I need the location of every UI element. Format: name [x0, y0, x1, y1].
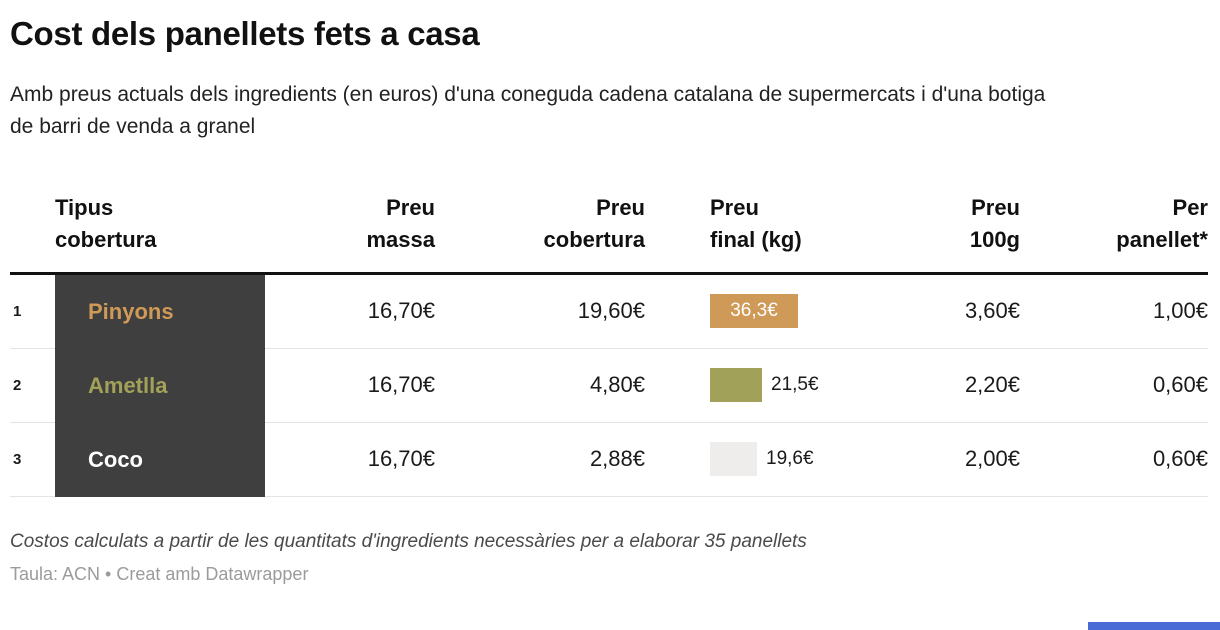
chart-subtitle: Amb preus actuals dels ingredients (en e… — [10, 83, 1046, 138]
preu-100g-cell: 3,60€ — [905, 275, 1020, 349]
panellets-table: Tipus cobertura Preu massa Preu cobertur… — [10, 192, 1208, 497]
row-number: 2 — [10, 349, 55, 423]
cover-type-cell: Ametlla — [55, 348, 265, 423]
bar-wrap: 19,6€ — [710, 442, 814, 477]
cover-type-cell: Coco — [55, 422, 265, 497]
table-header-row: Tipus cobertura Preu massa Preu cobertur… — [10, 192, 1208, 275]
bar-wrap: 36,3€ — [710, 294, 798, 329]
cover-type-label: Ametlla — [88, 372, 168, 398]
col-header-preu-cobertura: Preu cobertura — [543, 195, 645, 252]
preu-cobertura-cell: 19,60€ — [435, 275, 645, 349]
preu-massa-cell: 16,70€ — [265, 275, 435, 349]
bar-wrap: 21,5€ — [710, 368, 819, 403]
col-header-preu-massa: Preu massa — [366, 195, 435, 252]
per-panellet-cell: 0,60€ — [1020, 423, 1208, 497]
row-number: 3 — [10, 423, 55, 497]
credit-line[interactable]: Taula: ACN • Creat amb Datawrapper — [10, 563, 309, 584]
chart-title: Cost dels panellets fets a casa — [10, 15, 480, 52]
price-final-bar — [710, 442, 757, 477]
row-number: 1 — [10, 275, 55, 349]
preu-final-cell: 19,6€ — [645, 423, 905, 497]
price-final-bar-label: 36,3€ — [730, 300, 778, 322]
preu-massa-cell: 16,70€ — [265, 349, 435, 423]
preu-final-cell: 21,5€ — [645, 349, 905, 423]
price-final-bar-label: 21,5€ — [771, 374, 819, 396]
preu-massa-cell: 16,70€ — [265, 423, 435, 497]
cover-type-label: Coco — [88, 446, 143, 472]
cover-type-cell: Pinyons — [55, 274, 265, 349]
price-final-bar-label: 19,6€ — [766, 448, 814, 470]
preu-100g-cell: 2,00€ — [905, 423, 1020, 497]
col-header-preu-final: Preu final (kg) — [710, 195, 802, 252]
footnote: Costos calculats a partir de les quantit… — [10, 530, 807, 552]
price-final-bar — [710, 294, 798, 329]
header-spacer — [10, 192, 55, 272]
col-header-tipus-cobertura: Tipus cobertura — [55, 195, 157, 252]
bottom-right-accent-bar — [1088, 622, 1220, 630]
chart-container: Cost dels panellets fets a casa Amb preu… — [10, 15, 1208, 584]
preu-final-cell: 36,3€ — [645, 275, 905, 349]
table-row: 2 Ametlla 16,70€ 4,80€ 21,5€ 2,20€ 0,60€ — [10, 348, 1208, 423]
per-panellet-cell: 1,00€ — [1020, 275, 1208, 349]
table-row: 3 Coco 16,70€ 2,88€ 19,6€ 2,00€ 0,60€ — [10, 422, 1208, 497]
preu-100g-cell: 2,20€ — [905, 349, 1020, 423]
col-header-preu-100g: Preu 100g — [969, 195, 1020, 252]
price-final-bar — [710, 368, 762, 403]
cover-type-label: Pinyons — [88, 298, 174, 324]
table-row: 1 Pinyons 16,70€ 19,60€ 36,3€ 3,60€ 1,00… — [10, 274, 1208, 349]
preu-cobertura-cell: 4,80€ — [435, 349, 645, 423]
per-panellet-cell: 0,60€ — [1020, 349, 1208, 423]
col-header-per-panellet: Per panellet* — [1116, 195, 1208, 252]
preu-cobertura-cell: 2,88€ — [435, 423, 645, 497]
